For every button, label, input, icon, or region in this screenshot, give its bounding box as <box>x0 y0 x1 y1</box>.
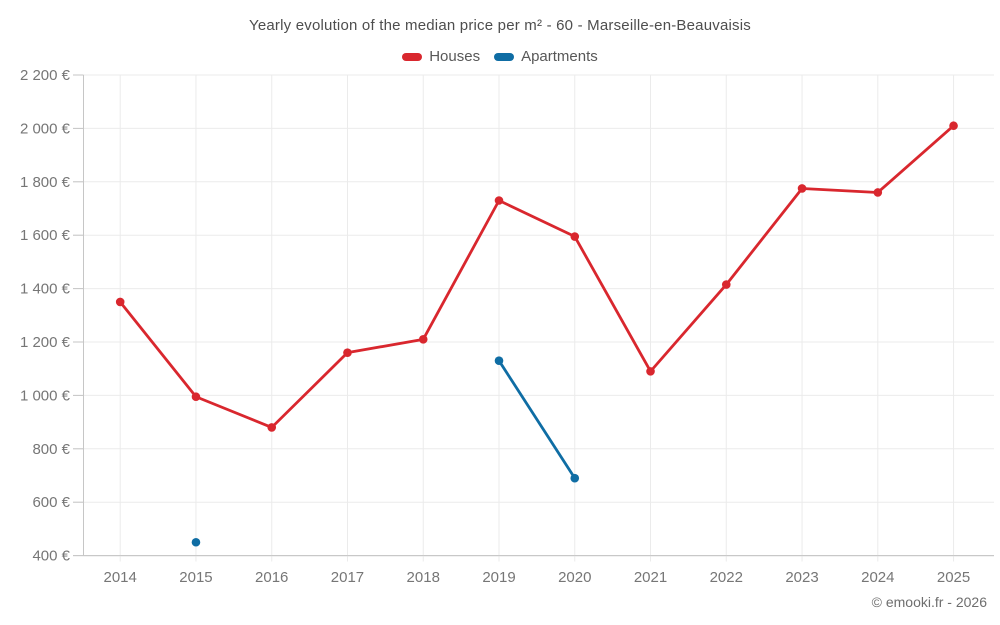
y-axis-label: 800 € <box>32 441 70 458</box>
data-point-houses-2017[interactable] <box>343 348 352 357</box>
series-line-houses <box>118 300 198 399</box>
y-axis-label: 400 € <box>32 548 70 565</box>
series-line-houses <box>346 337 425 355</box>
data-point-houses-2015[interactable] <box>191 392 201 402</box>
series-line-houses <box>800 187 880 194</box>
data-point-apartments-2019[interactable] <box>494 356 504 365</box>
legend-swatch-houses <box>402 52 423 61</box>
y-axis-label: 600 € <box>32 494 70 511</box>
data-point-apartments-2015[interactable] <box>191 537 201 547</box>
x-axis-label: 2024 <box>861 569 894 586</box>
x-axis-label: 2021 <box>634 569 667 586</box>
data-point-houses-2021[interactable] <box>646 367 655 376</box>
series-line-houses <box>270 351 349 429</box>
y-axis-label: 2 000 € <box>20 120 71 137</box>
x-axis-label: 2025 <box>937 569 970 586</box>
data-point-houses-2025[interactable] <box>949 121 958 131</box>
chart-title: Yearly evolution of the median price per… <box>249 17 751 34</box>
data-point-houses-2019[interactable] <box>494 196 504 205</box>
y-axis-label: 1 200 € <box>20 334 71 351</box>
x-axis-label: 2023 <box>785 569 818 586</box>
legend-item-houses[interactable]: Houses <box>402 48 480 65</box>
series-line-houses <box>573 235 652 373</box>
data-point-houses-2024[interactable] <box>873 188 883 197</box>
data-point-houses-2022[interactable] <box>721 280 731 289</box>
legend: Houses Apartments <box>0 48 1000 65</box>
series-line-houses <box>194 395 274 429</box>
legend-swatch-apartments <box>494 52 515 61</box>
legend-item-apartments[interactable]: Apartments <box>494 48 598 65</box>
y-axis-label: 1 600 € <box>20 227 71 244</box>
legend-label: Apartments <box>521 48 598 65</box>
x-axis-label: 2014 <box>104 569 137 586</box>
data-point-houses-2018[interactable] <box>418 335 428 344</box>
y-axis-label: 1 400 € <box>20 281 71 298</box>
data-point-houses-2016[interactable] <box>267 423 277 432</box>
legend-label: Houses <box>429 48 481 65</box>
x-axis-label: 2015 <box>179 569 212 586</box>
series-line-houses <box>724 187 804 286</box>
data-point-houses-2020[interactable] <box>570 232 580 241</box>
y-axis-label: 1 000 € <box>20 387 71 404</box>
data-point-houses-2014[interactable] <box>115 297 125 307</box>
data-point-apartments-2020[interactable] <box>570 473 580 483</box>
series-line-houses <box>421 199 501 341</box>
x-axis-label: 2022 <box>710 569 743 586</box>
series-line-apartments <box>497 359 577 480</box>
x-axis-label: 2018 <box>407 569 440 586</box>
y-axis-label: 1 800 € <box>20 174 71 191</box>
series-line-houses <box>876 124 955 194</box>
series-line-houses <box>497 199 577 238</box>
series-line-houses <box>649 283 728 373</box>
x-axis-label: 2017 <box>331 569 364 586</box>
data-point-houses-2023[interactable] <box>797 184 807 193</box>
copyright-watermark: © emooki.fr - 2026 <box>871 594 987 610</box>
x-axis-label: 2016 <box>255 569 288 586</box>
y-axis-label: 2 200 € <box>20 67 71 84</box>
x-axis-label: 2019 <box>482 569 515 586</box>
x-axis-label: 2020 <box>558 569 591 586</box>
